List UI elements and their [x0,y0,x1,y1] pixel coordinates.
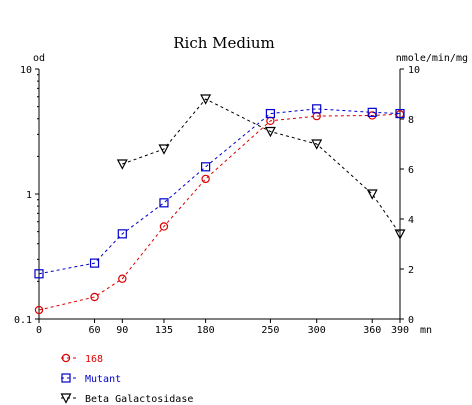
right-axis-label: nmole/min/mg [396,53,468,64]
x-axis-tick-label: 250 [261,325,279,336]
data-point [159,222,169,231]
legend-label: Mutant [85,374,121,385]
x-axis-tick-label: 135 [155,325,173,336]
data-point [200,94,212,105]
series-3 [116,94,406,240]
legend: 168 Mutant Beta Galactosidase [60,353,193,405]
right-axis-tick-label: 4 [408,215,414,226]
series-layer [34,94,406,315]
x-axis-tick-label: 60 [89,325,101,336]
x-axis-unit-label: mn [420,325,432,336]
left-axis-tick-label: 0.1 [14,315,32,326]
legend-label: 168 [85,354,103,365]
right-axis-tick-label: 10 [408,65,420,76]
data-point [34,269,44,279]
legend-marker [61,353,71,363]
data-point [118,274,127,283]
x-axis-tick-label: 360 [363,325,381,336]
left-axis-tick-label: 10 [20,65,32,76]
data-point [394,229,406,240]
data-point [367,107,377,117]
series-2 [34,104,405,279]
legend-entry: 168 [61,353,103,365]
data-point [201,162,211,172]
chart-title: Rich Medium [173,34,274,52]
legend-marker [60,393,72,404]
x-axis-tick-label: 90 [116,325,128,336]
x-axis-tick-label: 180 [197,325,215,336]
data-point [159,198,169,208]
right-axis-tick-label: 2 [408,265,414,276]
data-point [265,108,276,119]
right-axis-tick-label: 0 [408,315,414,326]
left-axis-tick-label: 1 [26,190,32,201]
series-line [122,98,401,235]
x-axis-tick-label: 0 [36,325,42,336]
series-line [38,113,401,311]
data-point [312,104,322,114]
data-point [116,159,128,170]
legend-entry: Mutant [61,373,121,385]
x-axis-tick-label: 390 [391,325,409,336]
right-axis-tick-label: 6 [408,165,414,176]
data-point [201,174,210,184]
legend-entry: Beta Galactosidase [60,393,193,405]
series-1 [34,109,405,315]
right-axis-tick-label: 8 [408,115,414,126]
legend-marker [61,373,71,383]
legend-label: Beta Galactosidase [85,394,193,405]
x-axis-tick-label: 300 [308,325,326,336]
data-point [264,126,276,138]
data-point [158,144,170,155]
data-point [117,229,127,239]
data-point [366,189,378,200]
series-line [38,108,401,275]
left-axis-label: od [33,53,45,64]
data-point [311,139,323,150]
data-point [34,305,44,315]
data-point [395,108,405,119]
data-point [90,292,99,302]
data-point [89,258,100,268]
